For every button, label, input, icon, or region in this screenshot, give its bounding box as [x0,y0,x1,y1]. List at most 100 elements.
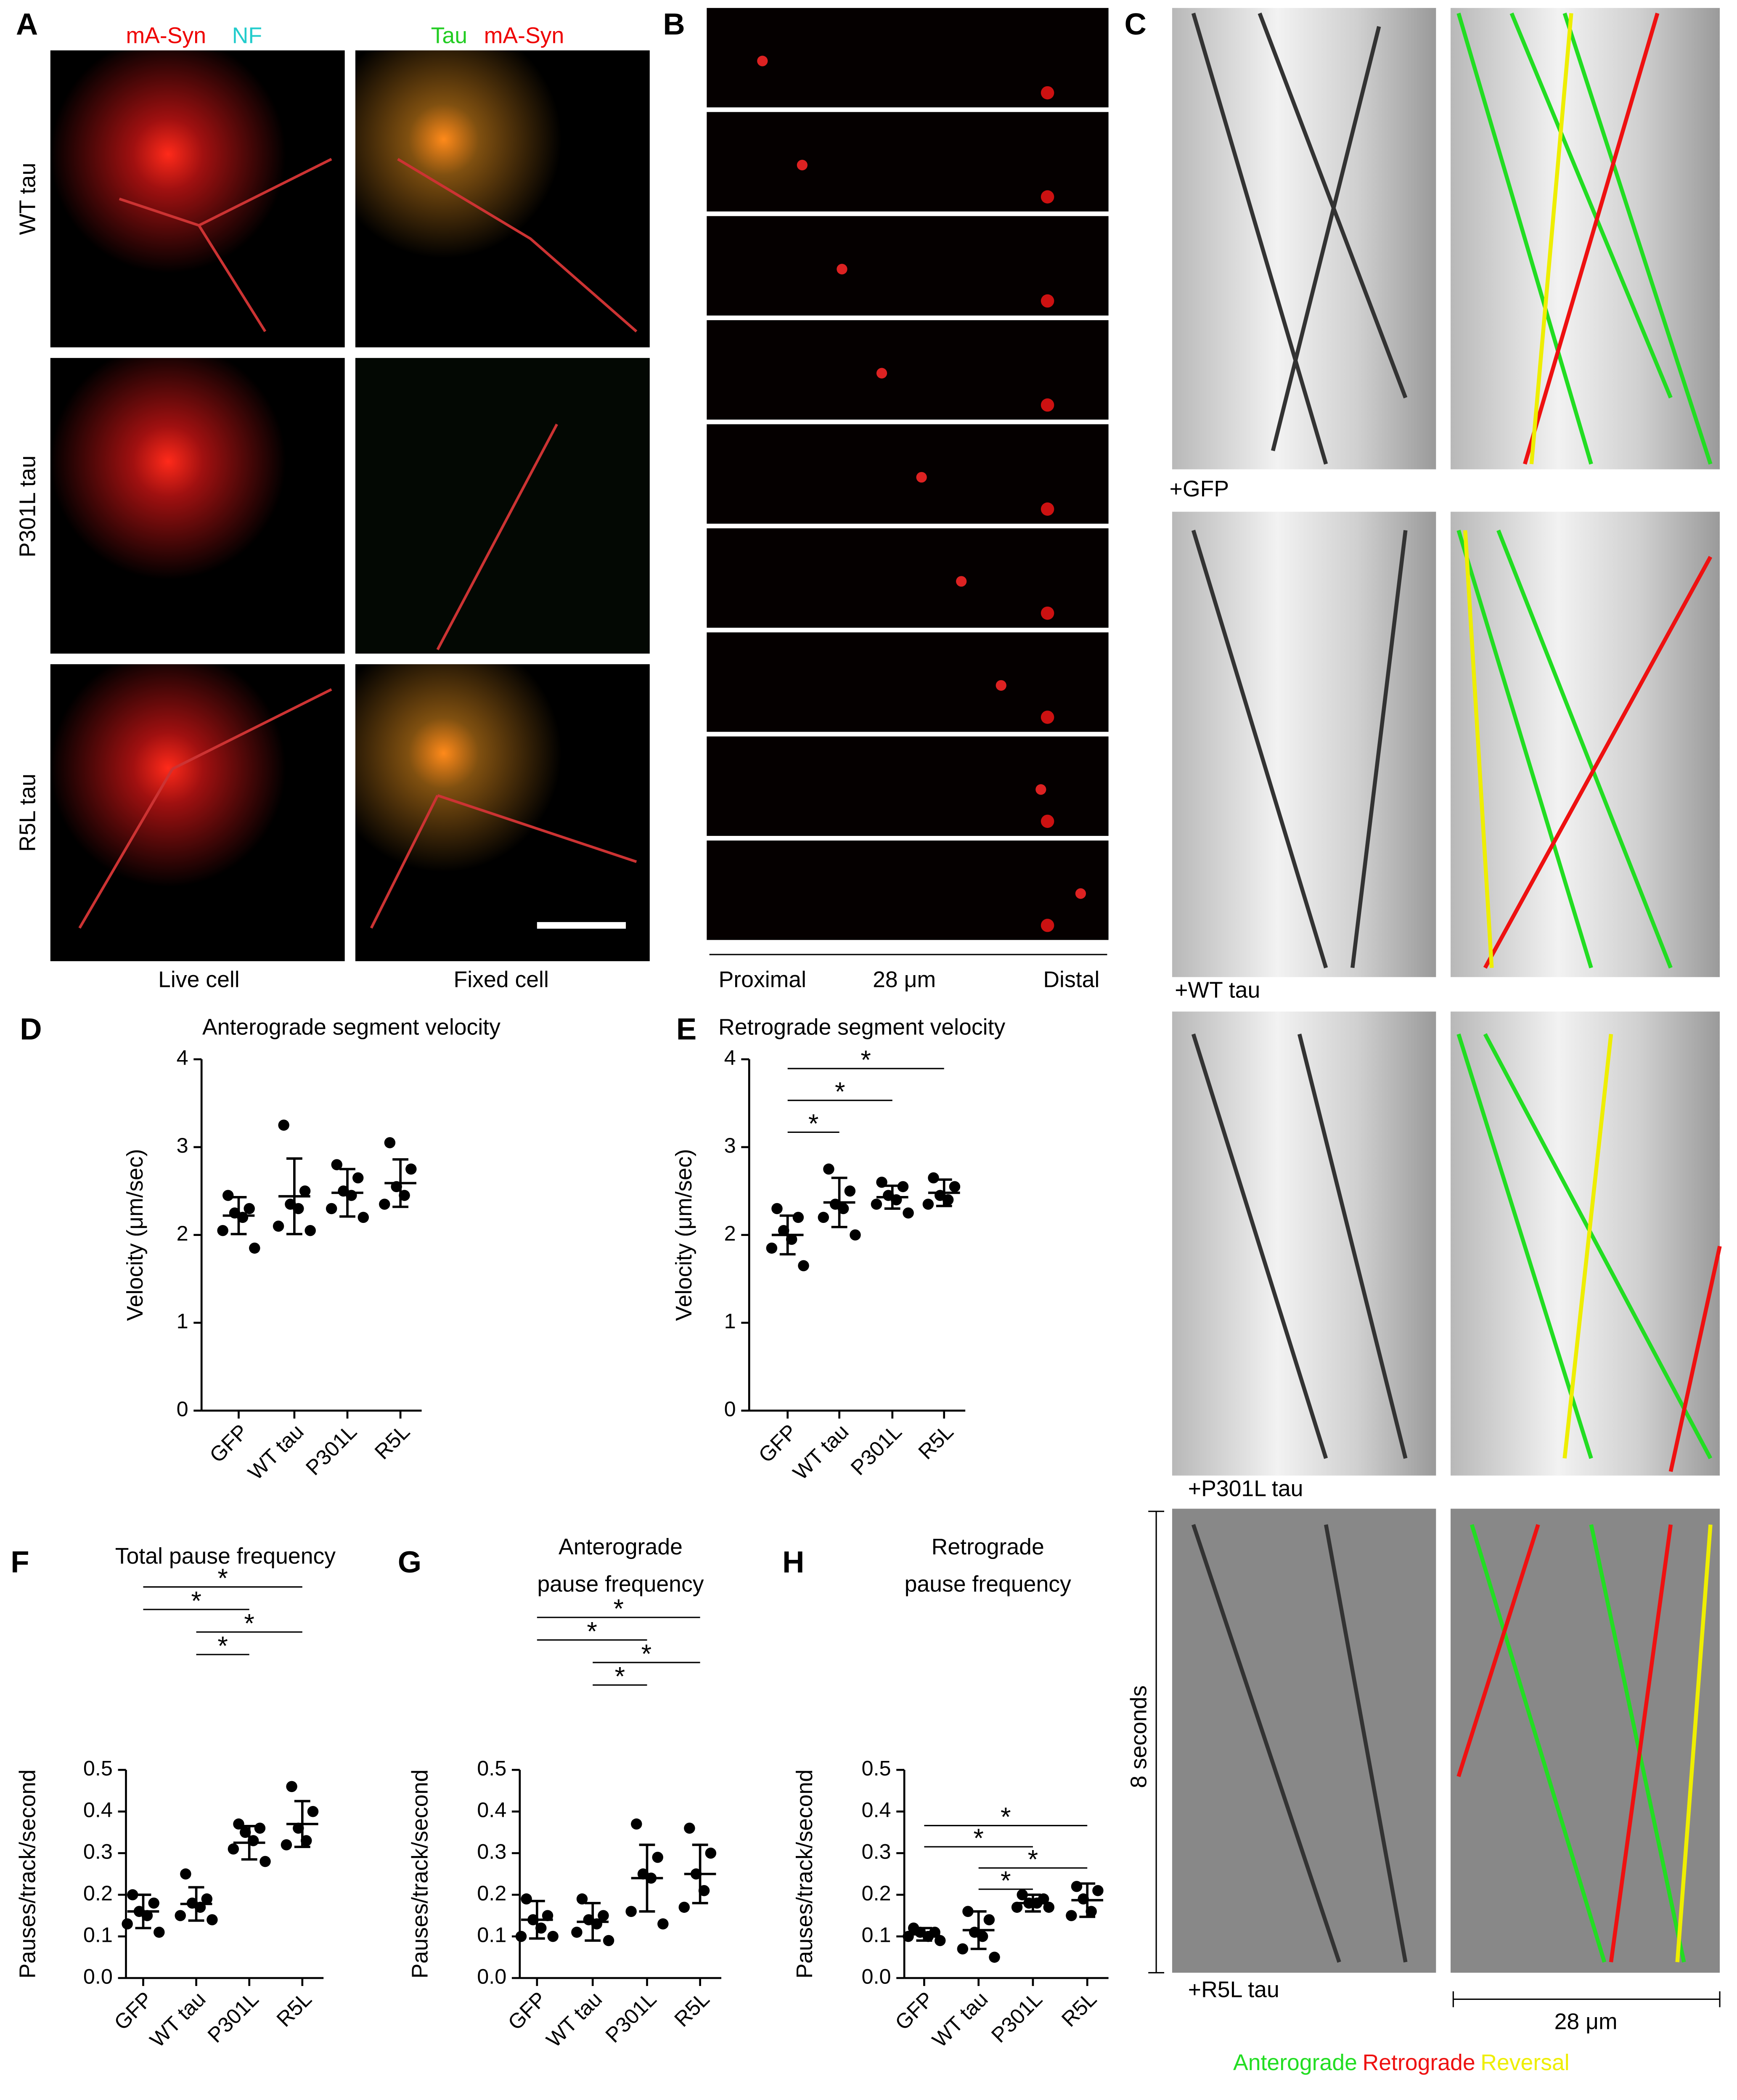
x-tick-label: GFP [205,1419,253,1467]
y-axis-label: Velocity (μm/sec) [122,1149,148,1321]
y-tick-label: 1 [177,1309,188,1333]
micrographs [50,50,650,961]
y-tick-label: 0.4 [477,1798,506,1822]
trace [1191,12,1408,1963]
y-tick-label: 0.2 [477,1881,506,1905]
data-point [625,1906,637,1917]
data-point [1017,1889,1028,1901]
x-tick-label: GFP [754,1419,802,1467]
puncta [916,472,927,483]
x-tick-label: R5L [914,1419,958,1464]
chart-title: Retrograde [932,1534,1044,1559]
puncta [757,56,768,66]
data-point [244,1203,255,1214]
puncta [1041,814,1054,828]
y-axis-label: Velocity (μm/sec) [671,1149,696,1321]
puncta [1041,398,1054,412]
significance-label: * [973,1824,984,1853]
y-tick-label: 0.3 [477,1840,506,1864]
puncta [1041,190,1054,204]
image [50,50,345,347]
data-point [228,1843,239,1855]
puncta [1041,606,1054,620]
chart-title: Anterograde segment velocity [202,1015,500,1040]
reversal-trace [1463,13,1713,1962]
x-tick-label: GFP [503,1987,551,2035]
data-point [127,1889,138,1901]
scale-bracket [1148,1511,1721,2007]
data-point [798,1260,809,1271]
image [355,358,650,654]
column-label: Fixed cell [454,967,549,992]
data-point [254,1822,266,1834]
y-tick-label: 0.3 [83,1840,113,1864]
data-point [384,1137,396,1148]
data-point [1092,1885,1104,1896]
y-tick-label: 0.0 [477,1964,506,1988]
data-point [249,1242,260,1254]
legend-label: Reversal [1480,2050,1569,2075]
data-point [603,1935,614,1946]
puncta [996,680,1006,691]
y-tick-label: 0.3 [861,1840,891,1864]
significance-label: * [217,1564,228,1593]
retrograde-trace [1456,13,1722,1962]
data-point [652,1851,663,1863]
chart-title: Total pause frequency [115,1543,336,1569]
panel-letter: A [16,7,38,41]
data-point [1066,1910,1077,1921]
axis-label: Distal [1043,967,1099,992]
data-point [786,1233,797,1245]
data-point [357,1212,369,1223]
image [355,664,650,961]
data-point [207,1914,218,1925]
x-tick-label: WT tau [243,1419,308,1485]
y-tick-label: 0.1 [861,1922,891,1946]
significance-label: * [1001,1866,1011,1896]
data-point [379,1198,390,1210]
data-point [1086,1906,1097,1917]
data-point [903,1930,914,1942]
data-point [792,1212,804,1223]
data-point [983,1914,995,1925]
puncta [797,159,808,170]
data-point [331,1159,343,1170]
data-point [897,1181,909,1193]
kymograph [1451,512,1720,977]
y-tick-label: 0.5 [83,1756,113,1780]
data-point [928,1172,939,1184]
puncta [837,264,847,275]
data-point [657,1918,669,1930]
significance-label: * [191,1586,201,1616]
data-point [278,1119,289,1131]
y-tick-label: 0.1 [477,1922,506,1946]
neurite [78,158,638,929]
puncta [1041,919,1054,932]
significance-label: * [641,1639,652,1669]
puncta [876,368,887,379]
data-point [935,1935,946,1946]
y-tick-label: 0.2 [861,1881,891,1905]
data-point [405,1163,417,1175]
data-point [576,1893,588,1905]
y-tick-label: 4 [724,1045,736,1069]
data-point [547,1930,559,1942]
data-point [771,1203,783,1214]
row-label: R5L tau [15,774,40,852]
x-tick-label: P301L [301,1419,361,1480]
data-point [240,1827,251,1838]
significance-label: * [808,1109,819,1138]
significance-label: * [244,1609,254,1638]
significance-label: * [587,1617,597,1646]
y-tick-label: 0.0 [83,1964,113,1988]
panel-letter: E [676,1012,696,1046]
y-tick-label: 0.4 [83,1798,113,1822]
row-label: P301L tau [15,456,40,557]
data-point [678,1901,690,1913]
data-point [903,1207,914,1219]
scale-label: 28 μm [1554,2009,1618,2034]
significance-label: * [615,1662,625,1691]
data-point [148,1897,159,1909]
y-tick-label: 0.5 [861,1756,891,1780]
